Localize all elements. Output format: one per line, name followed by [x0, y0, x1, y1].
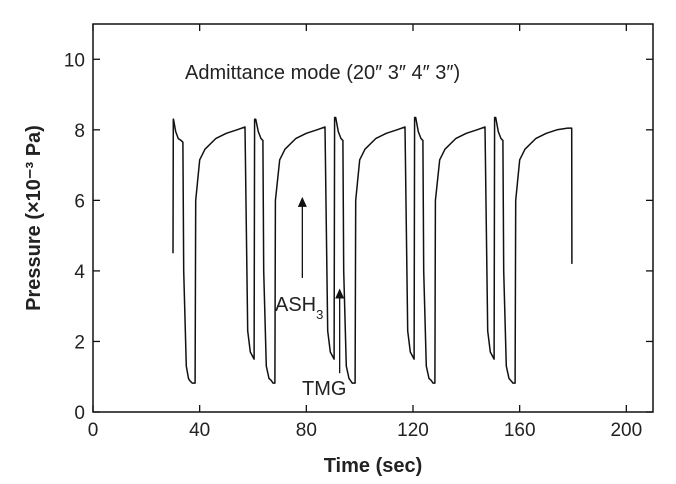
x-tick-label: 160	[504, 420, 536, 441]
ash3-label-main: ASH	[275, 294, 316, 316]
x-axis-title: Time (sec)	[324, 455, 423, 477]
x-tick-label: 0	[88, 420, 99, 441]
ash3-label-subscript: 3	[316, 307, 323, 322]
tmg-arrow-head	[335, 288, 345, 299]
y-tick-label: 0	[74, 403, 85, 424]
series-layer	[172, 116, 573, 384]
tmg-label: TMG	[302, 378, 346, 400]
ash3-arrow-head	[297, 196, 307, 207]
y-tick-label: 4	[74, 262, 85, 283]
mode-annotation: Admittance mode (20″ 3″ 4″ 3″)	[185, 62, 460, 84]
x-tick-label: 200	[610, 420, 642, 441]
x-tick-label: 40	[189, 420, 210, 441]
x-tick-label: 80	[296, 420, 317, 441]
x-tick-label: 120	[397, 420, 429, 441]
axis-ticks: 0 40 80 120 160 200 0 2 4 6 8 10	[64, 24, 653, 441]
y-tick-label: 2	[74, 332, 85, 353]
arrow-layer	[297, 196, 345, 374]
y-axis-title: Pressure (×10⁻³ Pa)	[23, 125, 45, 311]
y-tick-label: 10	[64, 50, 85, 71]
plot-frame	[92, 23, 654, 413]
y-tick-label: 6	[74, 191, 85, 212]
pressure-series-line	[172, 116, 573, 384]
y-tick-label: 8	[74, 121, 85, 142]
ash3-label: ASH3	[275, 294, 323, 322]
